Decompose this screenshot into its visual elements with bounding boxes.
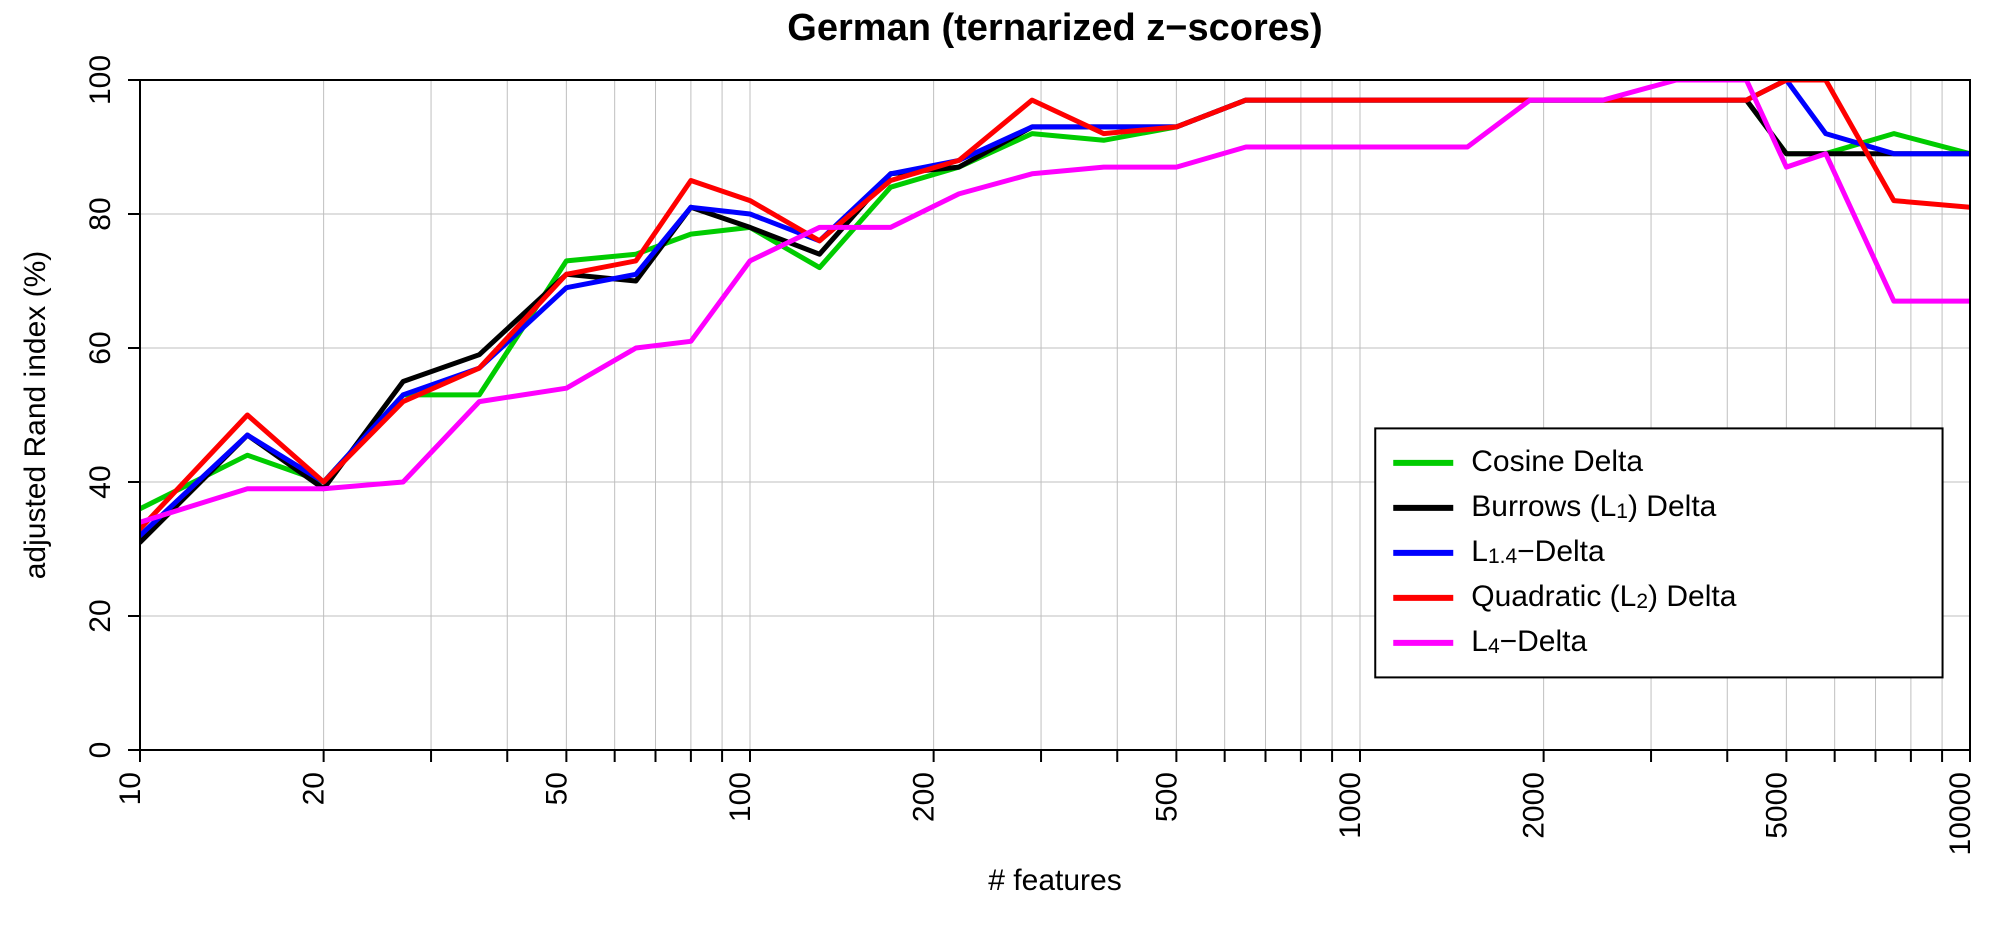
xtick-label: 100 [724, 772, 757, 822]
ytick-label: 40 [84, 465, 117, 498]
ytick-label: 100 [84, 55, 117, 105]
y-axis-label: adjusted Rand index (%) [19, 251, 52, 580]
x-axis-label: # features [988, 864, 1121, 897]
legend-label: Quadratic (L2) Delta [1471, 580, 1736, 613]
xtick-label: 10000 [1944, 772, 1977, 855]
ytick-label: 20 [84, 599, 117, 632]
legend-label: Burrows (L1) Delta [1471, 490, 1716, 523]
xtick-label: 10 [114, 772, 147, 805]
xtick-label: 5000 [1760, 772, 1793, 839]
xtick-label: 2000 [1518, 772, 1551, 839]
xtick-label: 1000 [1334, 772, 1367, 839]
chart-title: German (ternarized z−scores) [787, 7, 1322, 49]
xtick-label: 200 [908, 772, 941, 822]
xtick-label: 20 [298, 772, 331, 805]
ytick-label: 60 [84, 331, 117, 364]
chart-svg: German (ternarized z−scores) 0 20 40 60 80 100… [0, 0, 1999, 925]
chart-container: German (ternarized z−scores) 0 20 40 60 80 100… [0, 0, 1999, 925]
ytick-label: 80 [84, 197, 117, 230]
ytick-label: 0 [84, 742, 117, 759]
legend: Cosine DeltaBurrows (L1) DeltaL1.4−Delta… [1375, 428, 1942, 677]
legend-box [1375, 428, 1942, 677]
xtick-label: 500 [1150, 772, 1183, 822]
xtick-label: 50 [540, 772, 573, 805]
legend-label: Cosine Delta [1471, 445, 1643, 478]
